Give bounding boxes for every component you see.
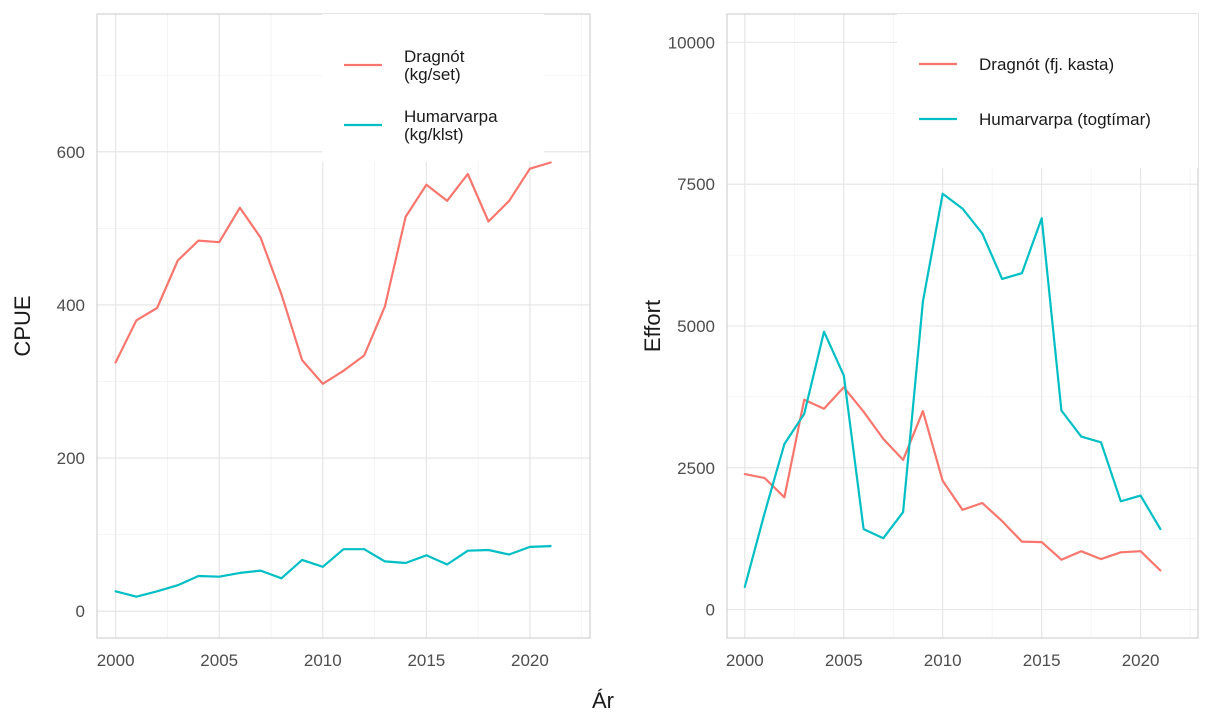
x-tick-label: 2005 (825, 651, 863, 670)
x-tick-label: 2000 (97, 651, 135, 670)
shared-x-axis-title: Ár (592, 688, 614, 713)
series-line-1 (114, 544, 552, 598)
series-line-1 (743, 192, 1162, 589)
effort-panel: 2000 2005 2010 2015 2020 0 2500 5000 7500 10000 Ef… (640, 13, 1199, 670)
y-tick-label: 200 (57, 449, 85, 468)
legend: Dragnót (kg/set) Humarvarpa (kg/klst) (322, 14, 544, 162)
y-axis-title: CPUE (10, 295, 35, 356)
legend-label-1: (kg/klst) (404, 125, 464, 144)
legend-background (897, 14, 1198, 168)
x-tick-label: 2000 (726, 651, 764, 670)
x-tick-label: 2020 (511, 651, 549, 670)
legend-label-1: Humarvarpa (togtímar) (979, 110, 1151, 129)
y-tick-label: 0 (76, 602, 85, 621)
legend-label-0: (kg/set) (404, 65, 461, 84)
cpue-panel: 2000 2005 2010 2015 2020 0 200 400 600 CPUE Dragnó… (10, 13, 591, 670)
y-tick-label: 400 (57, 296, 85, 315)
x-tick-label: 2005 (200, 651, 238, 670)
x-tick-label: 2010 (304, 651, 342, 670)
y-tick-label: 5000 (677, 317, 715, 336)
legend-label-1: Humarvarpa (404, 107, 498, 126)
y-tick-label: 10000 (668, 33, 715, 52)
x-tick-label: 2010 (924, 651, 962, 670)
legend-label-0: Dragnót (404, 47, 465, 66)
y-tick-label: 0 (706, 601, 715, 620)
legend-label-0: Dragnót (fj. kasta) (979, 55, 1114, 74)
legend: Dragnót (fj. kasta) Humarvarpa (togtímar) (897, 14, 1198, 168)
series-line-0 (743, 386, 1162, 572)
y-tick-label: 2500 (677, 459, 715, 478)
legend-background (322, 14, 544, 162)
y-tick-label: 7500 (677, 175, 715, 194)
series-line-0 (114, 161, 552, 385)
x-tick-label: 2015 (407, 651, 445, 670)
y-tick-label: 600 (57, 143, 85, 162)
x-tick-label: 2020 (1122, 651, 1160, 670)
y-axis-title: Effort (640, 300, 665, 352)
x-tick-label: 2015 (1023, 651, 1061, 670)
